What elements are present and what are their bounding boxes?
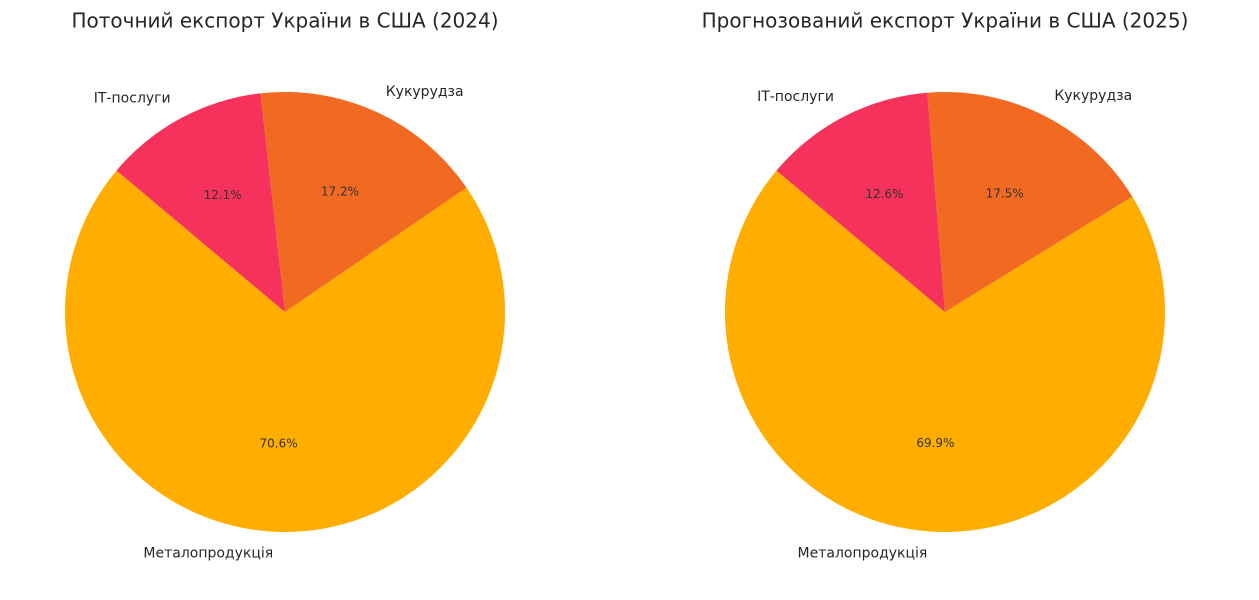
slice-label: ІТ-послуги [94,91,171,107]
pie-slice [260,92,467,312]
chart-title: Поточний експорт України в США (2024) [71,9,498,33]
value-label: 12.1% [204,188,242,202]
value-label: 12.6% [865,187,903,201]
value-label: 70.6% [260,436,298,450]
slice-label: ІТ-послуги [757,89,834,105]
slice-label: Кукурудза [1054,88,1132,104]
pie-slice [116,93,286,313]
slice-label: Металопродукція [143,546,273,562]
pie-slice [65,170,505,532]
value-label: 17.5% [986,187,1024,201]
pie-slice [927,91,1133,312]
chart-title: Прогнозований експорт України в США (202… [702,9,1189,33]
slice-label: Металопродукція [798,545,928,561]
pie-slice [776,92,945,313]
pie-slice [725,170,1165,532]
value-label: 69.9% [916,436,954,450]
slice-label: Кукурудза [386,84,464,100]
value-label: 17.2% [321,184,359,198]
